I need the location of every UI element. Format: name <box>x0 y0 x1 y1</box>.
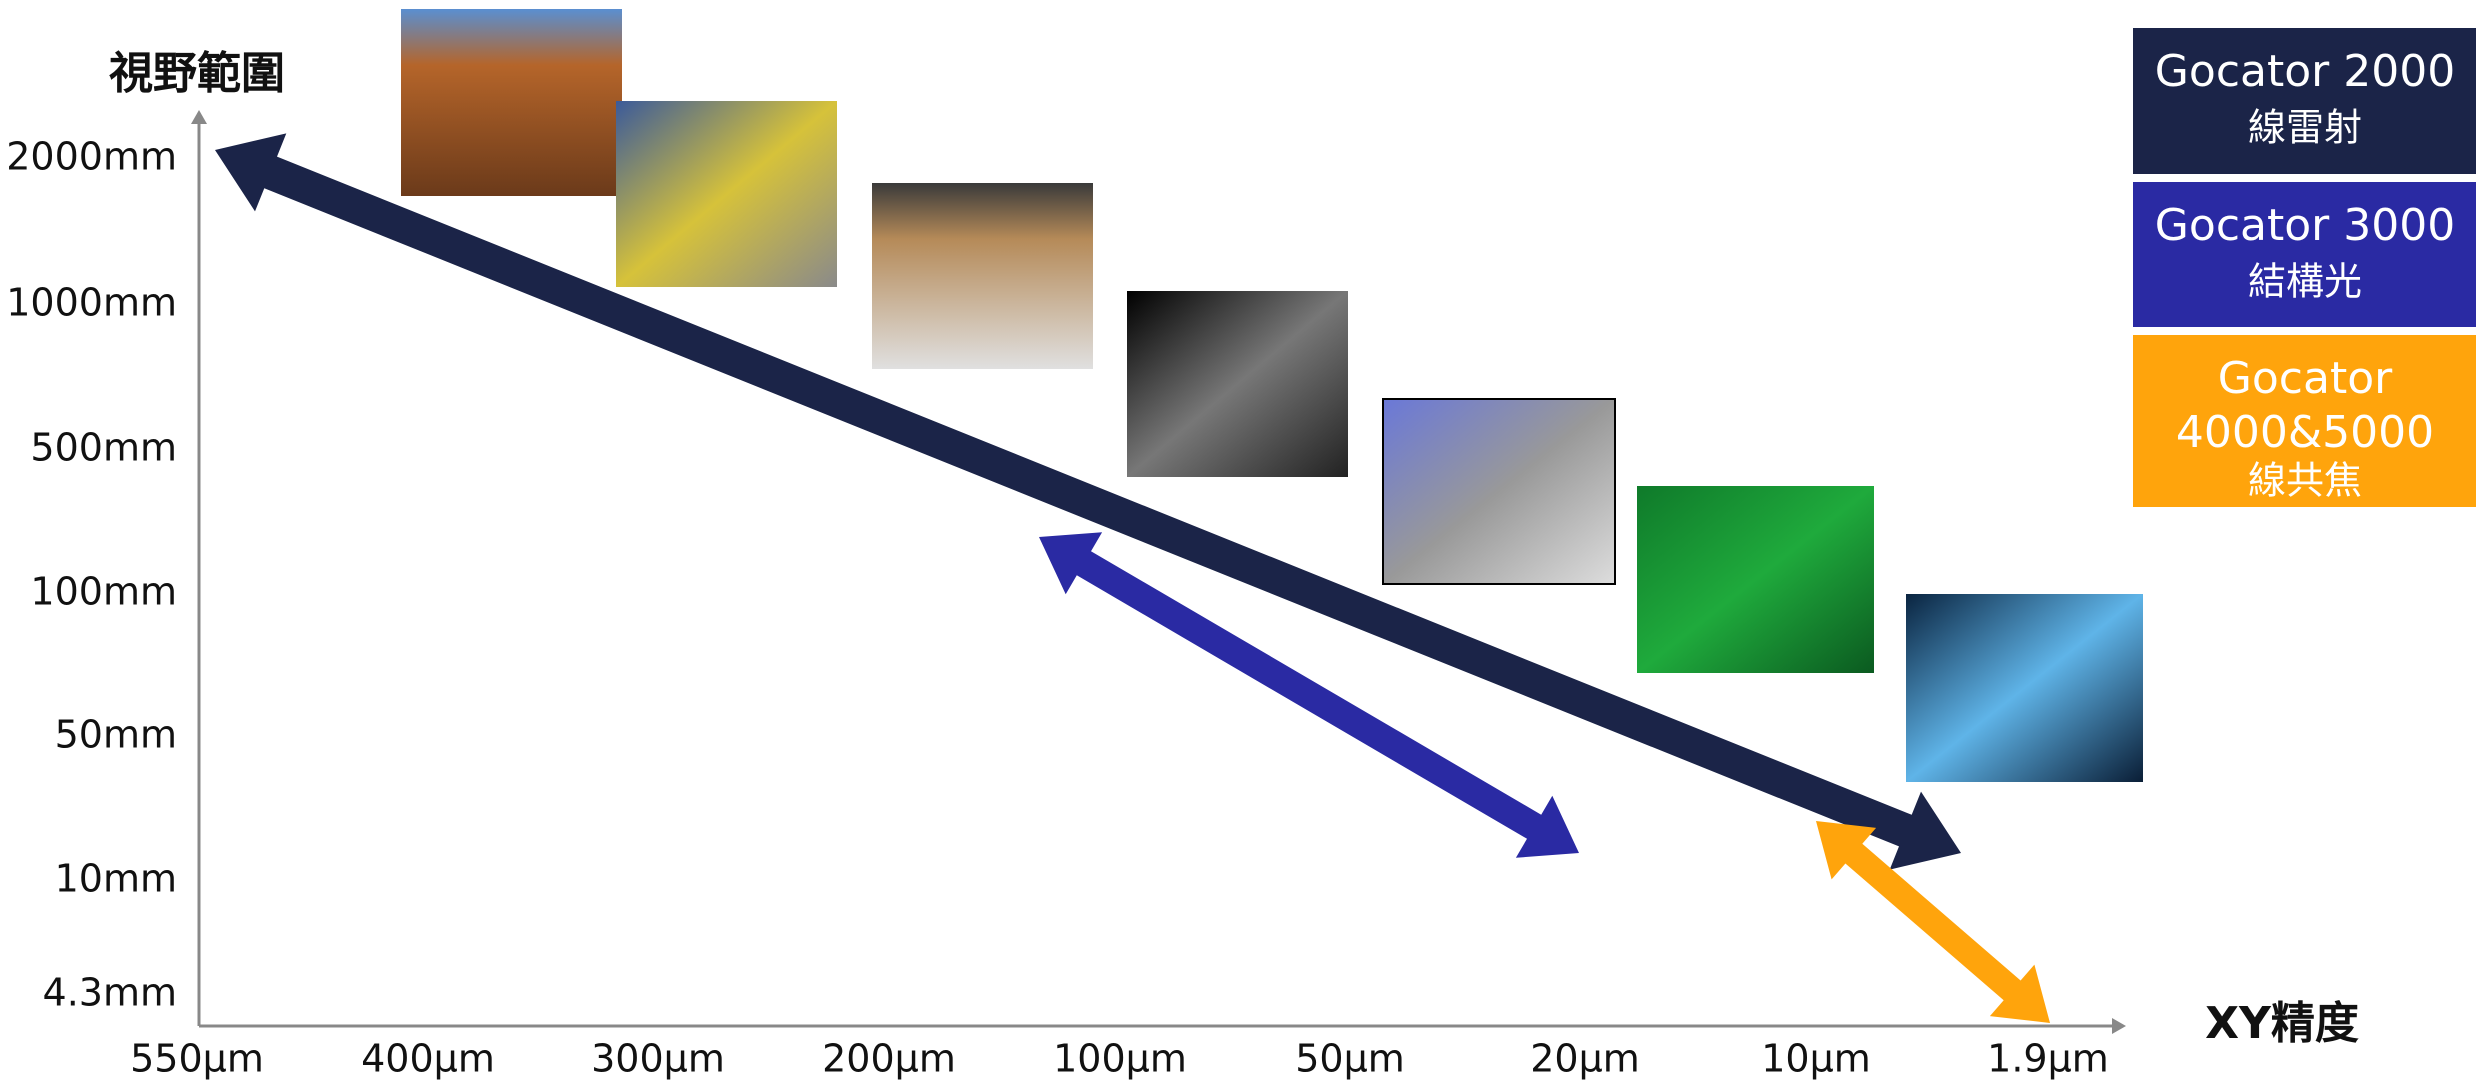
x-tick-label: 50µm <box>1295 1037 1405 1081</box>
photo-cars <box>616 101 837 287</box>
photo-pcb <box>1637 486 1874 673</box>
legend-subtitle: 結構光 <box>2248 260 2362 304</box>
legend-subtitle: 線共焦 <box>2248 459 2362 503</box>
x-tick-label: 10µm <box>1761 1037 1871 1081</box>
y-tick-label: 4.3mm <box>43 971 177 1015</box>
x-tick-label: 550µm <box>130 1037 264 1081</box>
y-axis-title: 視野範圍 <box>109 48 285 99</box>
photo-logs <box>401 9 622 196</box>
y-tick-label: 100mm <box>30 570 177 614</box>
x-tick-label: 100µm <box>1053 1037 1187 1081</box>
x-tick-label: 1.9µm <box>1987 1037 2109 1081</box>
x-axis-title: XY精度 <box>2205 998 2359 1049</box>
y-tick-label: 500mm <box>30 426 177 470</box>
legend-name: Gocator 2000 <box>2155 46 2455 97</box>
photo-engine <box>1383 399 1615 584</box>
legend-subtitle: 線雷射 <box>2248 106 2362 150</box>
x-axis-head <box>2112 1018 2126 1034</box>
y-tick-label: 50mm <box>55 713 177 757</box>
x-tick-label: 20µm <box>1530 1037 1640 1081</box>
page: 視野範圍 XY精度 2000mm 1000mm 500mm 100mm 50mm 10mm… <box>0 0 2476 1085</box>
x-tick-label: 400µm <box>361 1037 495 1081</box>
legend-name: Gocator 3000 <box>2155 200 2455 251</box>
y-axis-head <box>191 110 207 124</box>
y-tick-label: 1000mm <box>6 281 177 325</box>
y-tick-label: 2000mm <box>6 135 177 179</box>
x-tick-label: 300µm <box>591 1037 725 1081</box>
x-tick-label: 200µm <box>822 1037 956 1081</box>
y-tick-label: 10mm <box>55 857 177 901</box>
legend-name-line: Gocator <box>2218 353 2393 404</box>
photo-wafer <box>1906 594 2143 782</box>
photo-boxes <box>872 183 1093 369</box>
photo-tire <box>1127 291 1348 477</box>
legend-name-line: 4000&5000 <box>2176 407 2434 458</box>
